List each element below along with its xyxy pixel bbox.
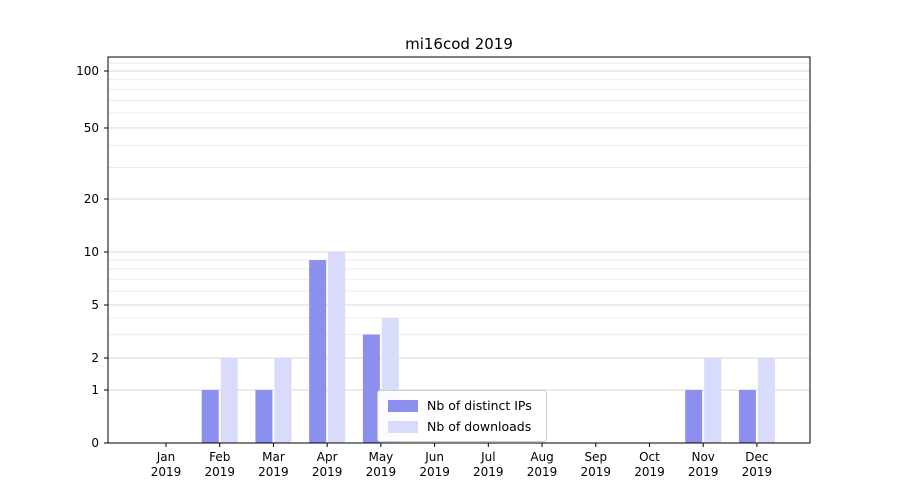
y-tick-label: 2: [91, 351, 99, 365]
y-tick-label: 0: [91, 436, 99, 450]
bar-distinct-ips-apr: [309, 260, 327, 443]
x-tick-label-month: Nov: [691, 450, 714, 464]
x-tick-label-year: 2019: [258, 465, 289, 479]
x-tick-label-year: 2019: [527, 465, 558, 479]
y-tick-label: 5: [91, 298, 99, 312]
bar-downloads-dec: [757, 358, 775, 443]
x-tick-label-year: 2019: [742, 465, 773, 479]
bar-distinct-ips-nov: [685, 390, 703, 443]
bar-distinct-ips-may: [362, 334, 380, 443]
x-tick-label-year: 2019: [473, 465, 504, 479]
x-tick-label-month: Feb: [209, 450, 230, 464]
x-tick-label-year: 2019: [688, 465, 719, 479]
legend-label-distinct-ips: Nb of distinct IPs: [427, 398, 532, 413]
legend-swatch-distinct-ips: [388, 399, 418, 412]
bar-distinct-ips-mar: [255, 390, 273, 443]
bar-downloads-apr: [328, 252, 346, 443]
axes-frame: [107, 56, 811, 444]
y-tick-label: 1: [91, 383, 99, 397]
legend-label-downloads: Nb of downloads: [427, 419, 532, 434]
y-tick-label: 20: [84, 192, 99, 206]
x-tick-label-year: 2019: [204, 465, 235, 479]
y-tick-label: 10: [84, 245, 99, 259]
x-tick-label-month: Sep: [584, 450, 607, 464]
x-tick-label-year: 2019: [151, 465, 182, 479]
y-tick-label: 100: [76, 64, 99, 78]
bar-downloads-mar: [274, 358, 292, 443]
chart-title: mi16cod 2019: [405, 35, 513, 53]
x-tick-label-year: 2019: [634, 465, 665, 479]
x-tick-label-month: Jun: [424, 450, 444, 464]
x-tick-label-year: 2019: [366, 465, 397, 479]
x-tick-label-year: 2019: [419, 465, 450, 479]
legend-item-downloads: Nb of downloads: [388, 419, 532, 434]
x-tick-label-month: May: [368, 450, 393, 464]
legend-swatch-downloads: [388, 420, 418, 433]
x-tick-label-year: 2019: [580, 465, 611, 479]
y-tick-label: 50: [84, 121, 99, 135]
bar-downloads-nov: [704, 358, 722, 443]
x-tick-label-month: Aug: [530, 450, 553, 464]
x-tick-label-month: Jul: [480, 450, 495, 464]
x-tick-label-year: 2019: [312, 465, 343, 479]
legend-item-distinct-ips: Nb of distinct IPs: [388, 398, 532, 413]
x-tick-label-month: Apr: [317, 450, 338, 464]
bar-distinct-ips-dec: [738, 390, 756, 443]
bar-downloads-feb: [220, 358, 238, 443]
bar-distinct-ips-feb: [201, 390, 219, 443]
x-tick-label-month: Dec: [745, 450, 768, 464]
legend: Nb of distinct IPs Nb of downloads: [377, 390, 547, 442]
x-tick-label-month: Jan: [156, 450, 176, 464]
x-tick-label-month: Mar: [262, 450, 285, 464]
x-tick-label-month: Oct: [639, 450, 660, 464]
